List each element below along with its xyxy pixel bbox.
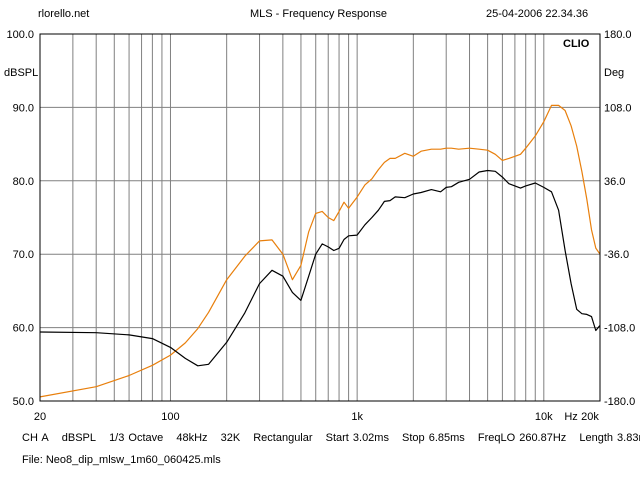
- info-sample-rate: 48kHz: [176, 432, 208, 444]
- info-size: 32K: [220, 432, 241, 444]
- y-tick-label: 60.0: [13, 323, 34, 335]
- site-label: rlorello.net: [38, 8, 90, 20]
- grid: [39, 33, 601, 402]
- x-tick-label: 20: [34, 411, 46, 423]
- y2-tick-label: -36.0: [604, 249, 629, 261]
- y-axis-label: dBSPL: [4, 67, 38, 79]
- axis-labels: 100.0 90.0 80.0 70.0 60.0 50.0 180.0 108.0 36.0 -…: [6, 29, 635, 423]
- info-unit: dBSPL: [61, 432, 96, 444]
- traces: [39, 104, 601, 398]
- chart-title: MLS - Frequency Response: [250, 8, 387, 20]
- y2-tick-label: 180.0: [604, 29, 632, 41]
- brand-label: CLIO: [563, 38, 590, 50]
- y2-axis-label: Deg: [604, 67, 624, 79]
- x-tick-label: 20k: [581, 411, 599, 423]
- info-channel: CH A: [22, 432, 49, 444]
- y-tick-label: 50.0: [13, 396, 34, 408]
- y-tick-label: 80.0: [13, 176, 34, 188]
- phase-trace: [39, 104, 601, 398]
- y2-tick-label: -108.0: [604, 323, 635, 335]
- file-name: File: Neo8_dip_mlsw_1m60_060425.mls: [22, 454, 221, 466]
- y-tick-label: 90.0: [13, 102, 34, 114]
- info-smoothing: 1/3 Octave: [109, 432, 164, 444]
- measurement-info: CH A dBSPL 1/3 Octave 48kHz 32K Rectangu…: [22, 432, 640, 444]
- timestamp: 25-04-2006 22.34.36: [486, 8, 589, 20]
- info-stop: Stop 6.85ms: [402, 432, 465, 444]
- frequency-response-chart: 100.0 90.0 80.0 70.0 60.0 50.0 180.0 108.0 36.0 -…: [4, 29, 635, 423]
- x-tick-label: 1k: [351, 411, 363, 423]
- y2-tick-label: -180.0: [604, 396, 635, 408]
- x-tick-label: Hz: [564, 411, 577, 423]
- y-tick-label: 70.0: [13, 249, 34, 261]
- info-freqlo: FreqLO 260.87Hz: [477, 432, 567, 444]
- info-length: Length 3.83ms: [579, 432, 640, 444]
- magnitude-trace: [39, 169, 601, 367]
- info-window: Rectangular: [253, 432, 313, 444]
- x-tick-label: 100: [161, 411, 179, 423]
- y2-tick-label: 36.0: [604, 176, 625, 188]
- y2-tick-label: 108.0: [604, 102, 632, 114]
- info-start: Start 3.02ms: [325, 432, 389, 444]
- y-tick-label: 100.0: [6, 29, 34, 41]
- x-tick-label: 10k: [535, 411, 553, 423]
- plot-frame: [39, 33, 601, 402]
